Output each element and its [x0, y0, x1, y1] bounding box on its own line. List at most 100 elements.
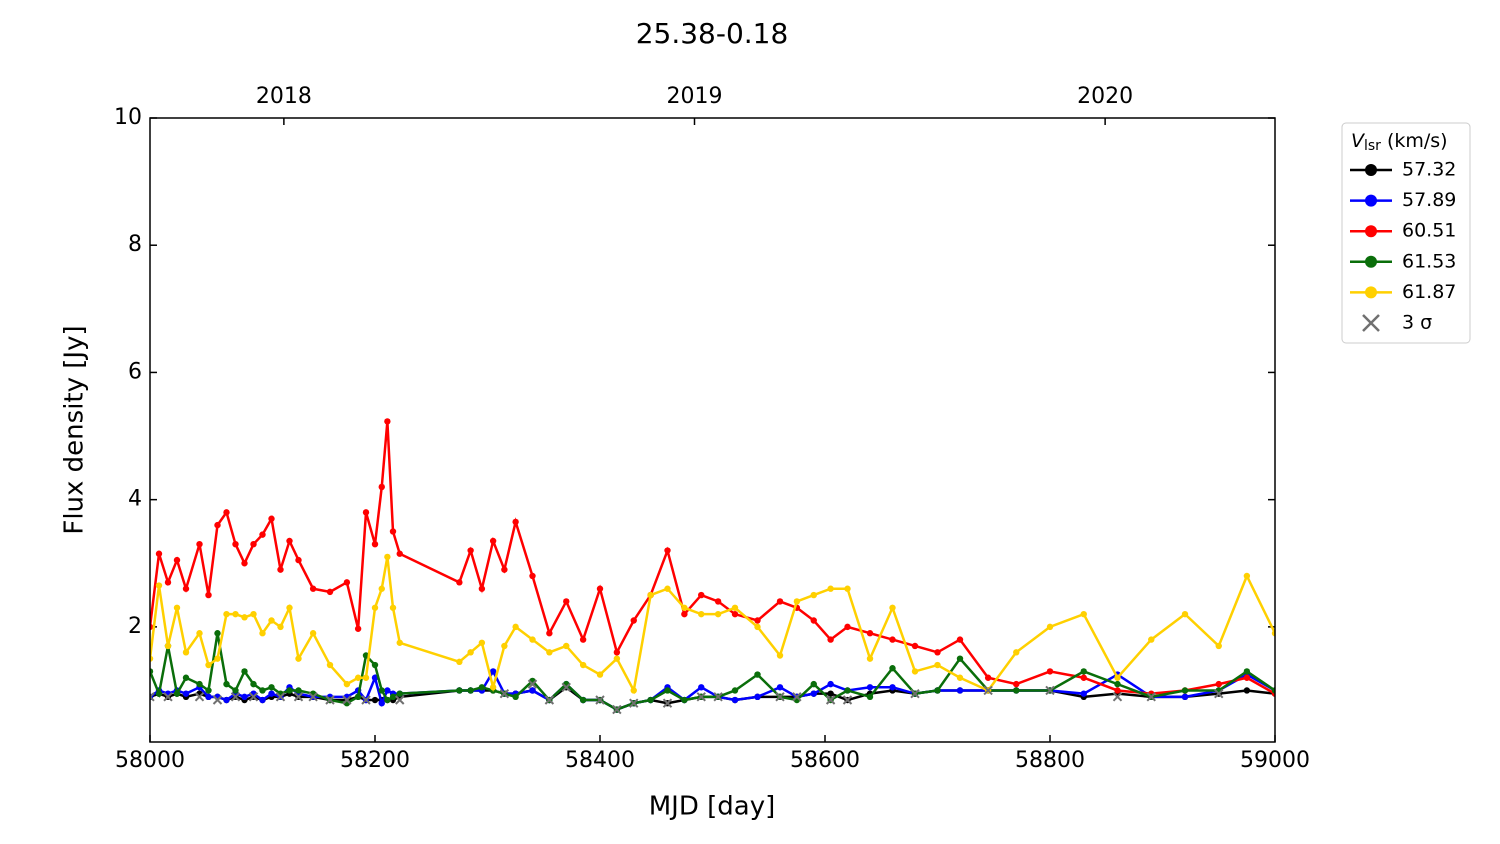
data-point [389, 604, 397, 611]
data-point [250, 610, 257, 618]
sigma-marker [544, 695, 555, 705]
data-point [378, 585, 385, 592]
data-point [467, 649, 474, 656]
sigma-marker [325, 695, 335, 705]
data-point [277, 623, 284, 631]
data-point [295, 687, 302, 694]
legend-label: 60.51 [1402, 220, 1456, 242]
data-point [681, 604, 688, 611]
data-point [1080, 674, 1087, 681]
legend-marker [1365, 164, 1377, 176]
data-point [664, 585, 671, 592]
data-point [844, 585, 851, 592]
data-point [844, 623, 851, 631]
sigma-marker [825, 695, 836, 705]
data-point [384, 553, 391, 561]
x2-tick-label: 2019 [667, 84, 723, 109]
data-point [164, 642, 172, 650]
x2-tick-label: 2020 [1077, 84, 1133, 109]
x2-tick-label: 2018 [256, 84, 312, 109]
legend-title-unit: (km/s) [1387, 130, 1448, 152]
data-point [1181, 687, 1189, 694]
data-point [232, 610, 239, 618]
data-point [259, 687, 266, 694]
data-point [1243, 687, 1251, 694]
data-point [250, 680, 257, 688]
data-point [776, 652, 784, 659]
legend-marker [1365, 255, 1377, 268]
data-point [810, 680, 817, 688]
sigma-marker [194, 692, 205, 702]
legend-title: Vlsr (km/s) [1351, 130, 1448, 155]
data-point [563, 642, 570, 650]
y-tick-label: 10 [114, 105, 142, 130]
data-point [579, 636, 587, 643]
x-tick-label: 58800 [1015, 748, 1085, 773]
data-point [546, 649, 553, 656]
data-point [478, 639, 486, 646]
data-point [155, 690, 163, 697]
data-point [232, 540, 239, 548]
data-point [343, 579, 351, 586]
data-point [546, 630, 553, 637]
data-point [286, 604, 293, 611]
data-point [956, 674, 964, 681]
y-tick-label: 6 [128, 359, 142, 384]
data-point [362, 674, 370, 681]
data-point [182, 585, 190, 592]
sigma-marker [1045, 685, 1055, 696]
data-point [827, 690, 834, 697]
data-point [934, 649, 941, 656]
data-point [389, 693, 397, 701]
data-point [182, 674, 190, 681]
data-point [1243, 572, 1251, 580]
data-point [354, 674, 362, 681]
data-point [810, 591, 817, 599]
sigma-marker [248, 692, 259, 702]
data-point [1181, 610, 1189, 618]
data-point [396, 690, 403, 697]
chart-title: 25.38-0.18 [636, 17, 789, 50]
data-point [1215, 680, 1222, 688]
data-point [223, 696, 230, 704]
data-point [354, 625, 362, 632]
data-point [309, 585, 317, 592]
data-point [232, 687, 239, 694]
data-point [196, 540, 203, 548]
data-point [456, 579, 463, 586]
data-point [155, 582, 163, 589]
data-point [596, 671, 604, 678]
data-point [529, 636, 536, 643]
data-point [934, 687, 941, 694]
data-point [384, 696, 391, 704]
data-point [714, 598, 722, 605]
sigma-marker [696, 692, 706, 702]
data-point [205, 693, 212, 701]
data-point [378, 687, 385, 694]
data-point [754, 693, 761, 701]
data-point [1181, 693, 1189, 701]
sigma-marker [662, 698, 673, 708]
data-point [1271, 630, 1275, 637]
data-point [501, 566, 508, 573]
data-point [1148, 636, 1155, 643]
x-tick-label: 58400 [565, 748, 635, 773]
data-point [596, 585, 604, 592]
data-point [214, 630, 221, 637]
data-point [512, 518, 519, 526]
data-point [384, 418, 391, 425]
data-point [489, 684, 497, 691]
data-point [150, 668, 154, 675]
data-point [1243, 668, 1251, 675]
data-point [205, 591, 212, 599]
data-point [205, 687, 212, 694]
data-point [478, 684, 486, 691]
data-point [529, 572, 536, 580]
data-point [512, 693, 519, 701]
data-point [647, 696, 654, 704]
series-line [150, 421, 1275, 695]
data-point [956, 655, 964, 662]
data-point [241, 668, 248, 675]
x-axis-label: MJD [day] [649, 792, 776, 822]
